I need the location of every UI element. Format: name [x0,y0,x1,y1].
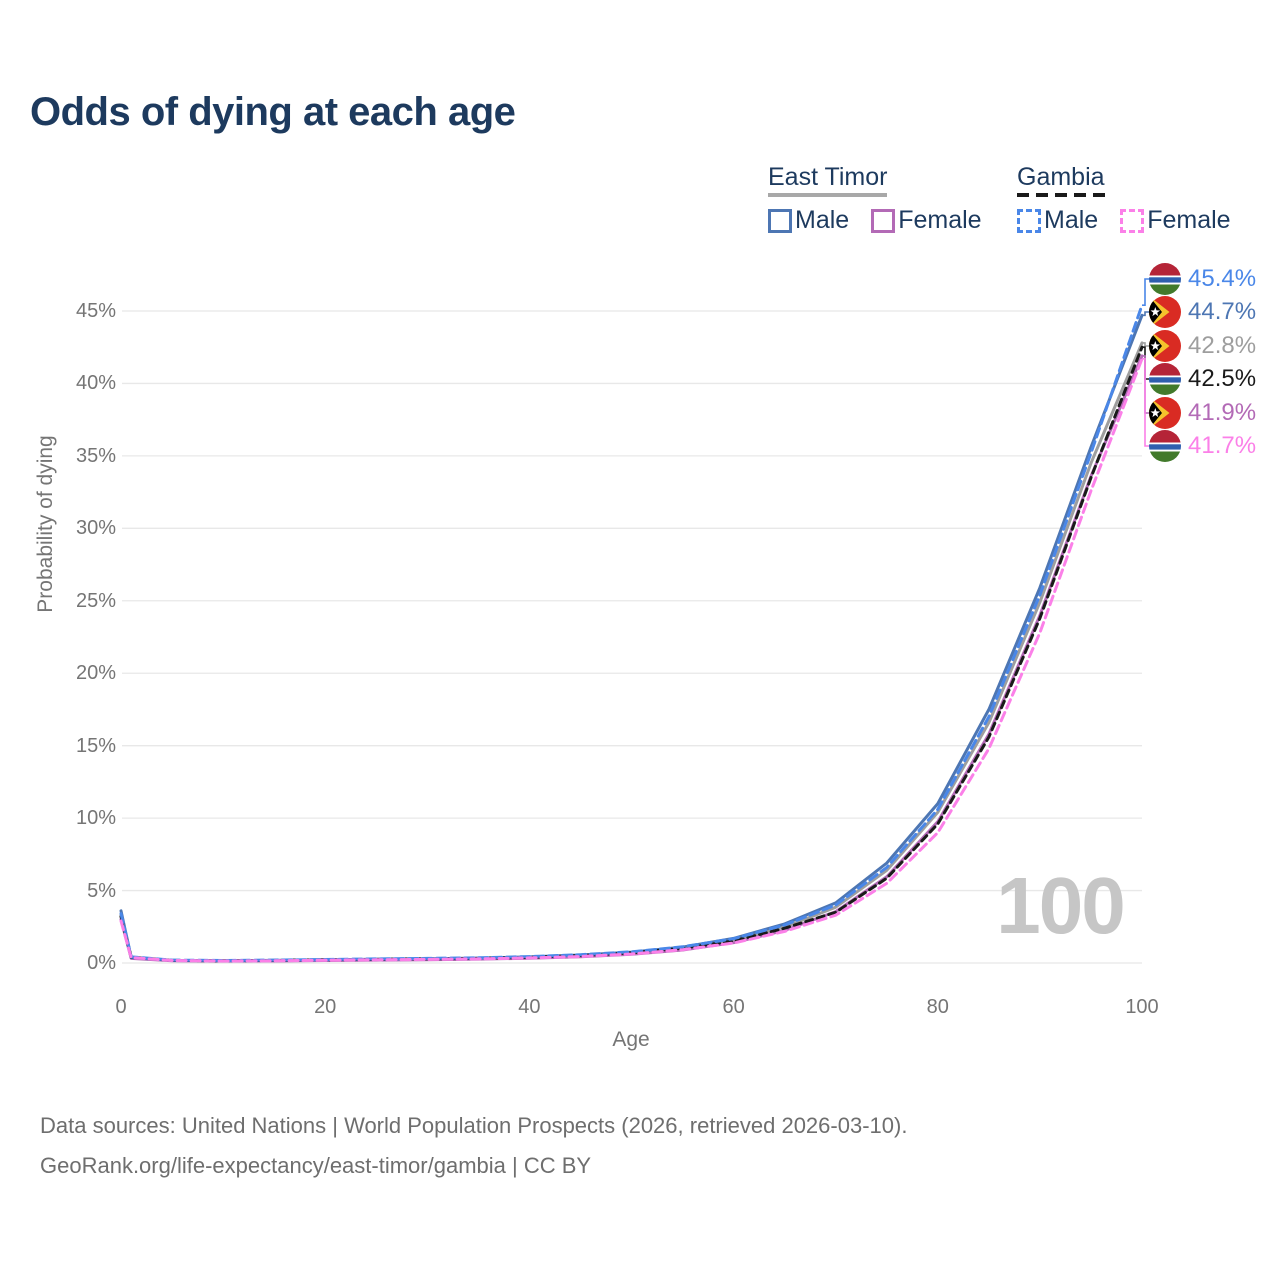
legend-swatch-icon [1017,208,1041,233]
footer-data-sources: Data sources: United Nations | World Pop… [40,1113,908,1138]
legend-group-gambia: Gambia Male Female [1017,163,1231,235]
y-tick-30pct: 30% [75,517,116,540]
leader-line-east-timor-both [1142,342,1149,347]
leader-line-gambia-male [1142,278,1149,306]
footer-url: GeoRank.org/life-expectancy/east-timor/g… [40,1153,592,1178]
gambia-flag-icon [1149,263,1181,295]
end-label-value: 41.7% [1188,432,1257,459]
end-label-value: 42.8% [1188,332,1257,359]
x-tick-0: 0 [115,996,127,1018]
east-timor-flag-icon [1149,296,1181,328]
end-label-gambia-both: 42.5% [1149,363,1256,395]
end-label-gambia-female: 41.7% [1149,430,1256,462]
x-tick-100: 100 [1125,996,1159,1018]
legend-swatch-icon [871,208,896,233]
east-timor-flag-icon [1149,330,1181,362]
legend-item-gambia-female[interactable]: Female [1120,206,1231,235]
y-tick-15pct: 15% [75,734,116,757]
legend-swatch-icon [768,208,792,233]
east-timor-flag-icon [1149,397,1181,429]
leader-line-gambia-female [1142,358,1149,447]
legend-item-label: Female [898,206,982,234]
y-tick-25pct: 25% [75,589,116,612]
end-label-east-timor-male: 44.7% [1149,296,1256,328]
legend-underline-solid [768,193,888,197]
legend-underline-dashed [1017,193,1105,197]
x-tick-20: 20 [314,996,337,1018]
y-tick-0pct: 0% [87,952,116,974]
x-tick-80: 80 [926,996,949,1018]
y-tick-20pct: 20% [75,662,116,685]
end-label-value: 44.7% [1188,298,1257,325]
legend-item-label: Male [795,206,850,234]
end-label-value: 45.4% [1188,265,1257,292]
legend-item-label: Male [1044,206,1099,234]
footer: Data sources: United Nations | World Pop… [40,1106,907,1186]
series-line-east-timor-male[interactable] [119,313,1144,963]
legend-group-east-timor: East Timor Male Female [768,163,982,235]
legend-item-gambia-male[interactable]: Male [1017,206,1098,235]
x-axis-title: Age [612,1028,650,1051]
end-label-east-timor-female: 41.9% [1149,397,1256,429]
legend-item-east-timor-female[interactable]: Female [871,206,982,235]
gambia-flag-icon [1149,430,1181,462]
end-label-value: 41.9% [1188,399,1257,426]
legend-item-east-timor-male[interactable]: Male [768,206,849,235]
leader-line-east-timor-male [1142,311,1149,317]
chart-title: Odds of dying at each age [30,90,516,134]
y-tick-5pct: 5% [87,879,116,902]
legend-item-label: Female [1147,206,1231,234]
legend-swatch-icon [1120,208,1145,233]
legend-group-title: Gambia [1017,163,1105,191]
y-tick-45pct: 45% [75,299,116,322]
y-tick-40pct: 40% [75,372,116,395]
end-label-gambia-male: 45.4% [1149,263,1256,295]
y-tick-35pct: 35% [75,444,116,467]
end-label-value: 42.5% [1188,365,1257,392]
gambia-flag-icon [1149,363,1181,395]
x-tick-40: 40 [518,996,541,1018]
series-line-gambia-male[interactable] [119,303,1144,962]
age-watermark: 100 [996,861,1125,950]
series-line-gambia-female[interactable] [119,357,1144,963]
end-label-east-timor-both: 42.8% [1149,330,1256,362]
x-tick-60: 60 [722,996,745,1018]
y-tick-10pct: 10% [75,807,116,830]
legend-group-title: East Timor [768,163,888,191]
